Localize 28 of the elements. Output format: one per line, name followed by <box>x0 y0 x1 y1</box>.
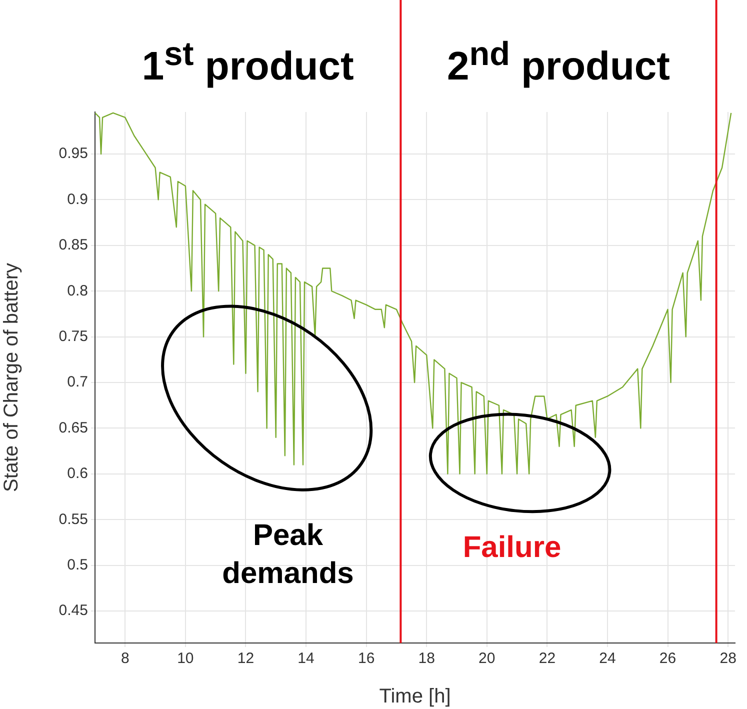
x-axis-title: Time [h] <box>379 686 451 708</box>
y-tick-label: 0.45 <box>58 602 88 620</box>
y-tick-label: 0.6 <box>67 465 88 482</box>
annotation: Failure <box>462 530 562 566</box>
x-tick-label: 22 <box>538 650 556 668</box>
x-tick-label: 12 <box>237 650 254 668</box>
y-tick-label: 0.9 <box>67 190 88 208</box>
y-axis-title: State of Charge of battery <box>0 262 23 492</box>
y-tick-label: 0.5 <box>67 556 88 574</box>
y-tick-label: 0.85 <box>58 236 88 254</box>
x-tick-label: 24 <box>599 650 616 668</box>
y-tick-label: 0.75 <box>58 328 88 345</box>
x-tick-label: 8 <box>120 650 130 668</box>
text: 2$^{nd}$ product <box>446 36 671 90</box>
x-tick-label: 26 <box>659 650 676 668</box>
x-tick-label: 28 <box>720 650 736 668</box>
x-tick-label: 20 <box>478 650 496 668</box>
annotation: Peak demands <box>221 518 355 592</box>
y-tick-label: 0.7 <box>67 374 88 391</box>
text: 1$^{st}$ product <box>140 36 355 90</box>
x-tick-label: 10 <box>177 650 194 668</box>
y-tick-label: 0.65 <box>58 419 88 436</box>
y-tick-label: 0.55 <box>58 510 88 528</box>
y-tick-label: 0.8 <box>67 282 88 300</box>
x-tick-label: 18 <box>418 650 435 668</box>
x-tick-label: 14 <box>298 650 314 668</box>
y-tick-label: 0.95 <box>58 145 88 162</box>
x-tick-label: 16 <box>358 650 375 668</box>
